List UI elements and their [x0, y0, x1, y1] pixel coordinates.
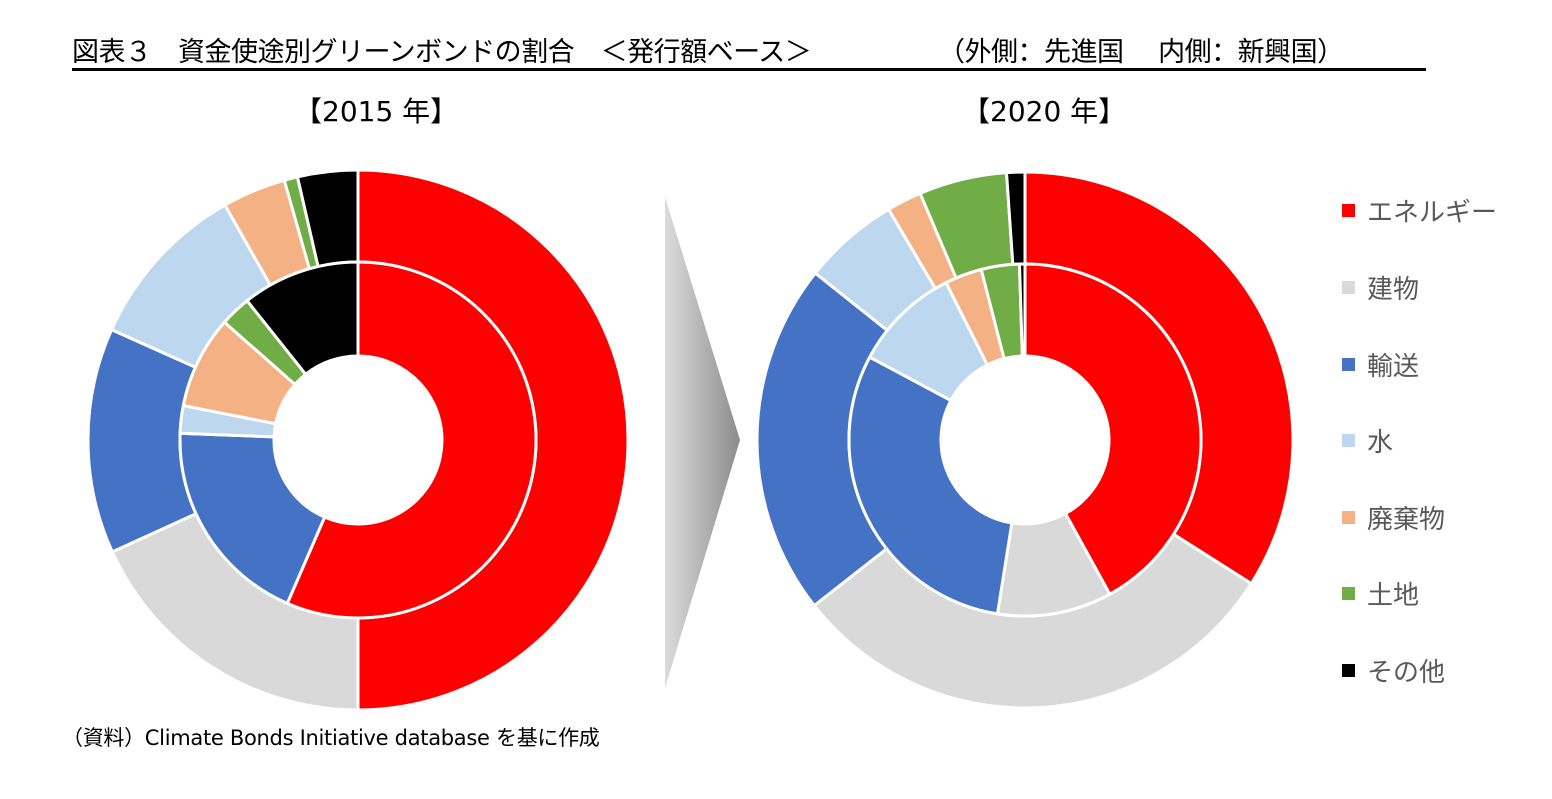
donut-chart-2015	[86, 168, 630, 712]
chart-title: 図表３ 資金使途別グリーンボンドの割合 ＜発行額ベース＞	[72, 37, 812, 68]
chart-subtitle: （外側：先進国 内側：新興国）	[938, 37, 1344, 68]
right-arrow-icon	[665, 197, 740, 688]
chart-title-bar: 図表３ 資金使途別グリーンボンドの割合 ＜発行額ベース＞ （外側：先進国 内側：…	[72, 28, 1426, 71]
legend-label: その他	[1367, 657, 1446, 688]
legend-label: エネルギー	[1367, 197, 1498, 228]
legend-swatch-buildings-icon	[1342, 280, 1355, 294]
legend-item-land: 土地	[1342, 575, 1419, 611]
donut-segment-inner	[245, 260, 360, 377]
legend-item-other: その他	[1342, 652, 1445, 688]
legend-swatch-transport-icon	[1342, 357, 1355, 371]
legend-swatch-waste-icon	[1342, 510, 1355, 524]
legend-swatch-energy-icon	[1342, 203, 1355, 217]
legend-label: 建物	[1367, 274, 1420, 305]
donut-segment-inner	[285, 260, 538, 620]
year-label-2015: 【2015 年】	[294, 95, 459, 128]
legend-label: 廃棄物	[1367, 504, 1446, 535]
donut-segment-inner	[1017, 262, 1027, 358]
legend-swatch-other-icon	[1342, 663, 1355, 677]
legend-label: 土地	[1367, 580, 1420, 611]
legend-item-buildings: 建物	[1342, 269, 1419, 305]
legend-item-transport: 輸送	[1342, 346, 1419, 382]
legend-item-waste: 廃棄物	[1342, 499, 1445, 535]
donut-segment-inner	[178, 431, 327, 606]
legend-label: 輸送	[1367, 351, 1420, 382]
legend-item-water: 水	[1342, 422, 1393, 458]
donut-chart-2020	[755, 170, 1295, 710]
donut-segment-inner	[847, 355, 1014, 616]
donut-segment-inner	[1023, 262, 1203, 597]
legend-label: 水	[1367, 427, 1394, 458]
year-label-2020: 【2020 年】	[962, 95, 1127, 128]
legend-swatch-land-icon	[1342, 586, 1355, 600]
source-note: （資料）Climate Bonds Initiative database を基…	[62, 726, 600, 750]
legend-swatch-water-icon	[1342, 433, 1355, 447]
legend-item-energy: エネルギー	[1342, 192, 1497, 228]
